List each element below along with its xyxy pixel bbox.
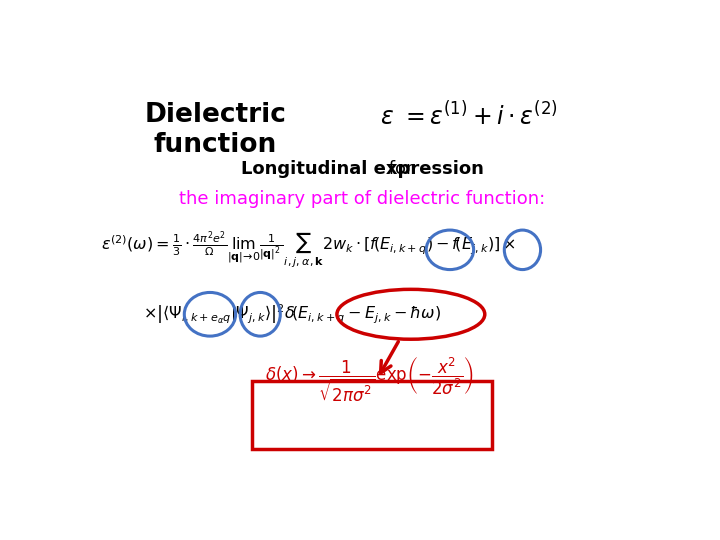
Text: the imaginary part of dielectric function:: the imaginary part of dielectric functio… bbox=[179, 190, 546, 207]
Text: for: for bbox=[383, 160, 413, 178]
Text: $\delta(x)\to\dfrac{1}{\sqrt{2\pi\sigma^2}}\exp\!\left(-\dfrac{x^2}{2\sigma^2}\r: $\delta(x)\to\dfrac{1}{\sqrt{2\pi\sigma^… bbox=[265, 355, 473, 404]
Text: Dielectric
function: Dielectric function bbox=[145, 102, 287, 158]
Text: $\varepsilon\ =\varepsilon^{(1)}+i\cdot\varepsilon^{(2)}$: $\varepsilon\ =\varepsilon^{(1)}+i\cdot\… bbox=[380, 102, 558, 131]
FancyBboxPatch shape bbox=[252, 381, 492, 449]
Text: $\varepsilon^{(2)}(\omega)=\frac{1}{3}\cdot\frac{4\pi^2 e^2}{\Omega}\lim_{|\math: $\varepsilon^{(2)}(\omega)=\frac{1}{3}\c… bbox=[101, 229, 516, 271]
Text: $\times\left|\langle\Psi_{i,k+e_\alpha q}|\Psi_{j,k}\rangle\right|^2\delta\!\lef: $\times\left|\langle\Psi_{i,k+e_\alpha q… bbox=[143, 302, 441, 326]
Text: Longitudinal expression: Longitudinal expression bbox=[240, 160, 484, 178]
